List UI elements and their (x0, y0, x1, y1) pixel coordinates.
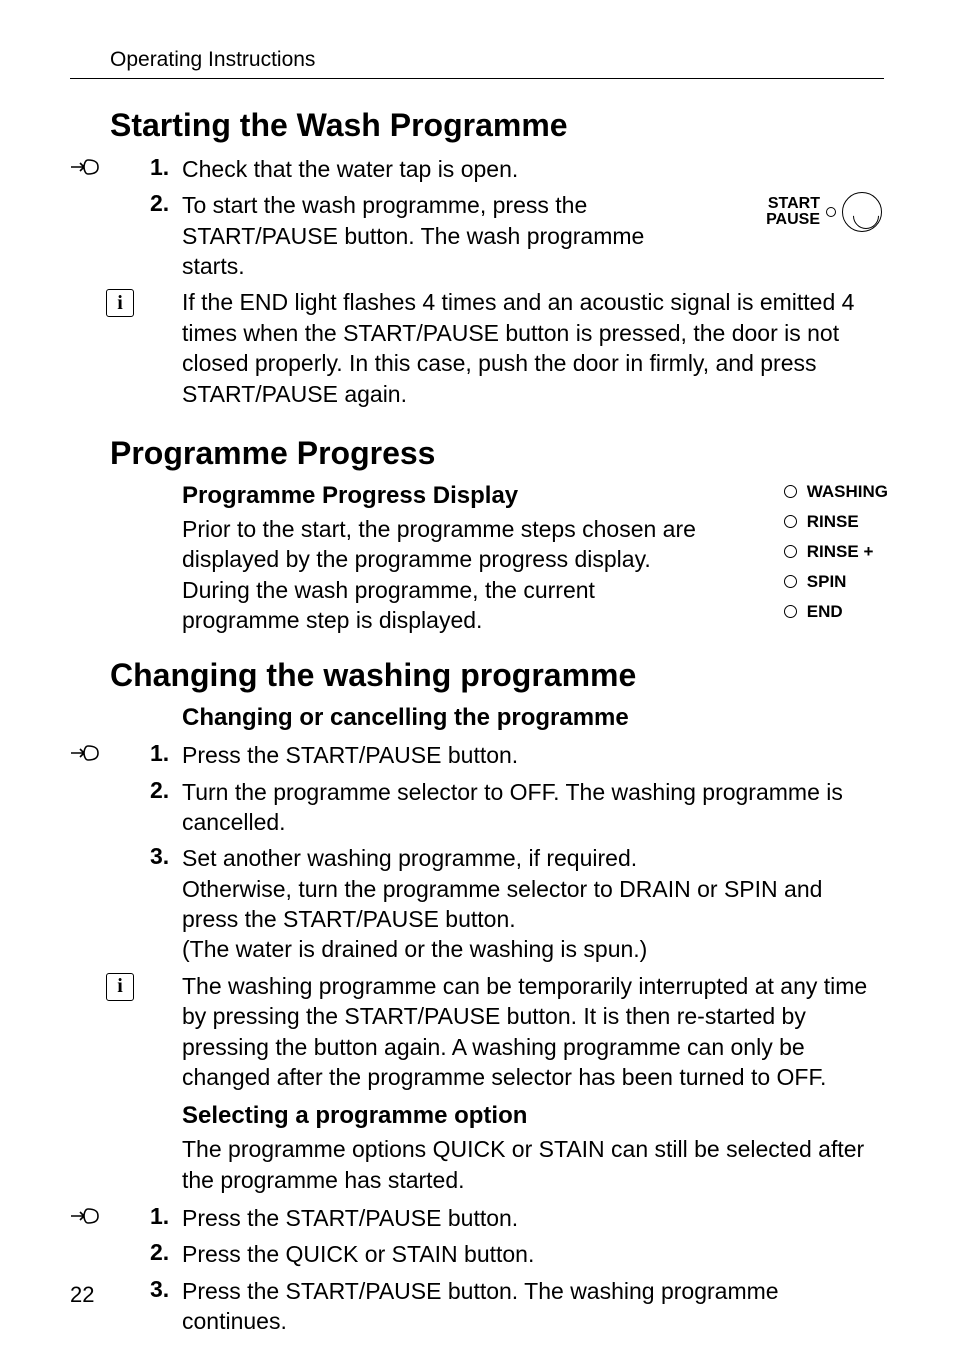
page-number: 22 (70, 1282, 94, 1308)
progress-item: RINSE (784, 512, 888, 532)
led-icon (784, 605, 797, 618)
step-text: Otherwise, turn the programme selector t… (182, 874, 884, 935)
subheading: Programme Progress Display (182, 482, 884, 510)
step-text: Press the START/PAUSE button. (182, 1203, 884, 1233)
progress-item: SPIN (784, 572, 888, 592)
section-title-starting: Starting the Wash Programme (110, 107, 884, 144)
progress-indicator-figure: WASHING RINSE RINSE + SPIN END (784, 482, 888, 632)
figure-label: PAUSE (766, 212, 820, 229)
subheading-block: Changing or cancelling the programme (110, 704, 884, 732)
step-row: 1. Press the START/PAUSE button. (110, 740, 884, 770)
step-number: 3. (150, 843, 169, 870)
led-icon (784, 545, 797, 558)
progress-label: END (807, 602, 843, 622)
step-row: 2. Turn the programme selector to OFF. T… (110, 777, 884, 838)
hand-pointer-icon (70, 742, 100, 770)
step-row: 3. Set another washing programme, if req… (110, 843, 884, 964)
step-text: Turn the programme selector to OFF. The … (182, 777, 884, 838)
step-number: 1. (150, 1203, 169, 1230)
progress-item: WASHING (784, 482, 888, 502)
progress-label: RINSE (807, 512, 859, 532)
round-button-icon (842, 192, 882, 232)
step-row: 2. To start the wash programme, press th… (110, 190, 884, 281)
info-text: The washing programme can be temporarily… (182, 971, 884, 1092)
led-icon (784, 515, 797, 528)
body-text: The programme options QUICK or STAIN can… (182, 1134, 884, 1195)
step-number: 1. (150, 154, 169, 181)
subheading-block: Selecting a programme option The program… (110, 1102, 884, 1195)
subheading: Changing or cancelling the programme (182, 704, 884, 732)
page-header: Operating Instructions (110, 48, 884, 72)
step-text: Set another washing programme, if requir… (182, 843, 884, 873)
progress-item: END (784, 602, 888, 622)
hand-pointer-icon (70, 156, 100, 184)
section-title-progress: Programme Progress (110, 435, 884, 472)
body-text: Prior to the start, the programme steps … (182, 514, 884, 635)
step-row: 2. Press the QUICK or STAIN button. (110, 1239, 884, 1269)
subheading: Selecting a programme option (182, 1102, 884, 1130)
start-pause-figure: START PAUSE (766, 192, 882, 232)
step-text: Press the START/PAUSE button. The washin… (182, 1276, 884, 1337)
step-text: Check that the water tap is open. (182, 154, 884, 184)
step-text: Press the START/PAUSE button. (182, 740, 884, 770)
progress-label: SPIN (807, 572, 847, 592)
step-number: 2. (150, 1239, 169, 1266)
step-number: 2. (150, 777, 169, 804)
step-text: (The water is drained or the washing is … (182, 934, 884, 964)
info-icon (106, 289, 134, 317)
section-title-changing: Changing the washing programme (110, 657, 884, 694)
led-icon (784, 485, 797, 498)
step-row: 3. Press the START/PAUSE button. The was… (110, 1276, 884, 1337)
progress-block: Programme Progress Display Prior to the … (110, 482, 884, 635)
figure-label: START (766, 196, 820, 213)
step-row: 1. Press the START/PAUSE button. (110, 1203, 884, 1233)
info-block: If the END light flashes 4 times and an … (110, 287, 884, 408)
info-block: The washing programme can be temporarily… (110, 971, 884, 1092)
info-text: If the END light flashes 4 times and an … (182, 287, 884, 408)
step-number: 3. (150, 1276, 169, 1303)
step-text: Press the QUICK or STAIN button. (182, 1239, 884, 1269)
step-row: 1. Check that the water tap is open. (110, 154, 884, 184)
hand-pointer-icon (70, 1205, 100, 1233)
step-number: 1. (150, 740, 169, 767)
progress-label: RINSE + (807, 542, 874, 562)
progress-label: WASHING (807, 482, 888, 502)
page-header-rule: Operating Instructions (70, 48, 884, 79)
step-number: 2. (150, 190, 169, 217)
led-icon (784, 575, 797, 588)
led-icon (826, 207, 836, 217)
info-icon (106, 973, 134, 1001)
progress-item: RINSE + (784, 542, 888, 562)
